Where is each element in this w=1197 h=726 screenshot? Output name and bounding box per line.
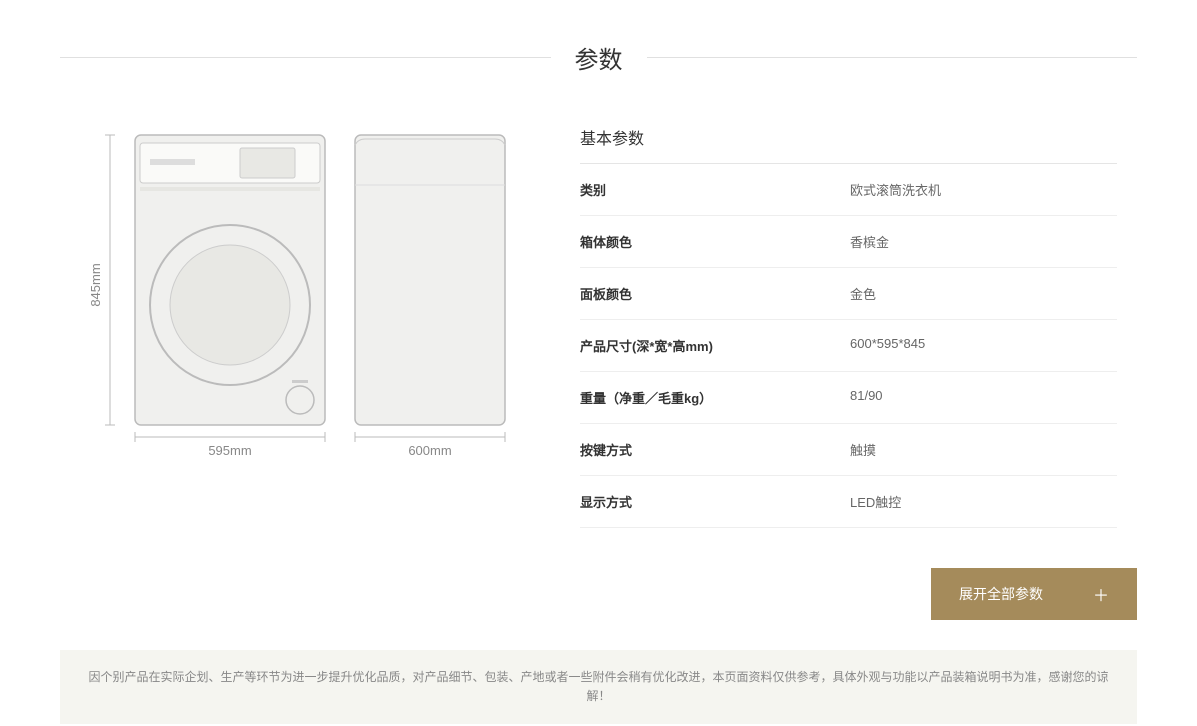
spec-section-title: 基本参数 [580, 125, 1117, 164]
spec-row: 重量（净重／毛重kg）81/90 [580, 372, 1117, 424]
spec-value: 欧式滚筒洗衣机 [850, 180, 941, 199]
height-label: 845mm [88, 263, 103, 306]
divider-right [647, 57, 1138, 58]
spec-row: 显示方式LED触控 [580, 476, 1117, 528]
spec-label: 产品尺寸(深*宽*高mm) [580, 336, 850, 355]
spec-panel: 基本参数 类别欧式滚筒洗衣机箱体颜色香槟金面板颜色金色产品尺寸(深*宽*高mm)… [580, 125, 1117, 528]
section-header: 参数 [60, 40, 1137, 75]
expand-button-label: 展开全部参数 [959, 584, 1043, 604]
product-diagram: 845mm 595mm [80, 125, 520, 528]
page-title: 参数 [575, 40, 623, 75]
spec-label: 类别 [580, 180, 850, 199]
width-label: 595mm [208, 443, 251, 458]
divider-left [60, 57, 551, 58]
spec-row: 箱体颜色香槟金 [580, 216, 1117, 268]
spec-label: 面板颜色 [580, 284, 850, 303]
spec-row: 产品尺寸(深*宽*高mm)600*595*845 [580, 320, 1117, 372]
depth-label: 600mm [408, 443, 451, 458]
expand-all-button[interactable]: 展开全部参数 ＋ [931, 568, 1137, 620]
spec-row: 类别欧式滚筒洗衣机 [580, 164, 1117, 216]
spec-value: 81/90 [850, 388, 883, 407]
spec-value: 触摸 [850, 440, 876, 459]
spec-label: 显示方式 [580, 492, 850, 511]
spec-value: 金色 [850, 284, 876, 303]
spec-value: 600*595*845 [850, 336, 925, 355]
disclaimer-text: 因个别产品在实际企划、生产等环节为进一步提升优化品质，对产品细节、包装、产地或者… [60, 650, 1137, 724]
spec-label: 按键方式 [580, 440, 850, 459]
spec-row: 按键方式触摸 [580, 424, 1117, 476]
spec-value: 香槟金 [850, 232, 889, 251]
spec-label: 重量（净重／毛重kg） [580, 388, 850, 407]
spec-value: LED触控 [850, 492, 901, 511]
spec-label: 箱体颜色 [580, 232, 850, 251]
spec-row: 面板颜色金色 [580, 268, 1117, 320]
plus-icon: ＋ [1093, 582, 1109, 606]
